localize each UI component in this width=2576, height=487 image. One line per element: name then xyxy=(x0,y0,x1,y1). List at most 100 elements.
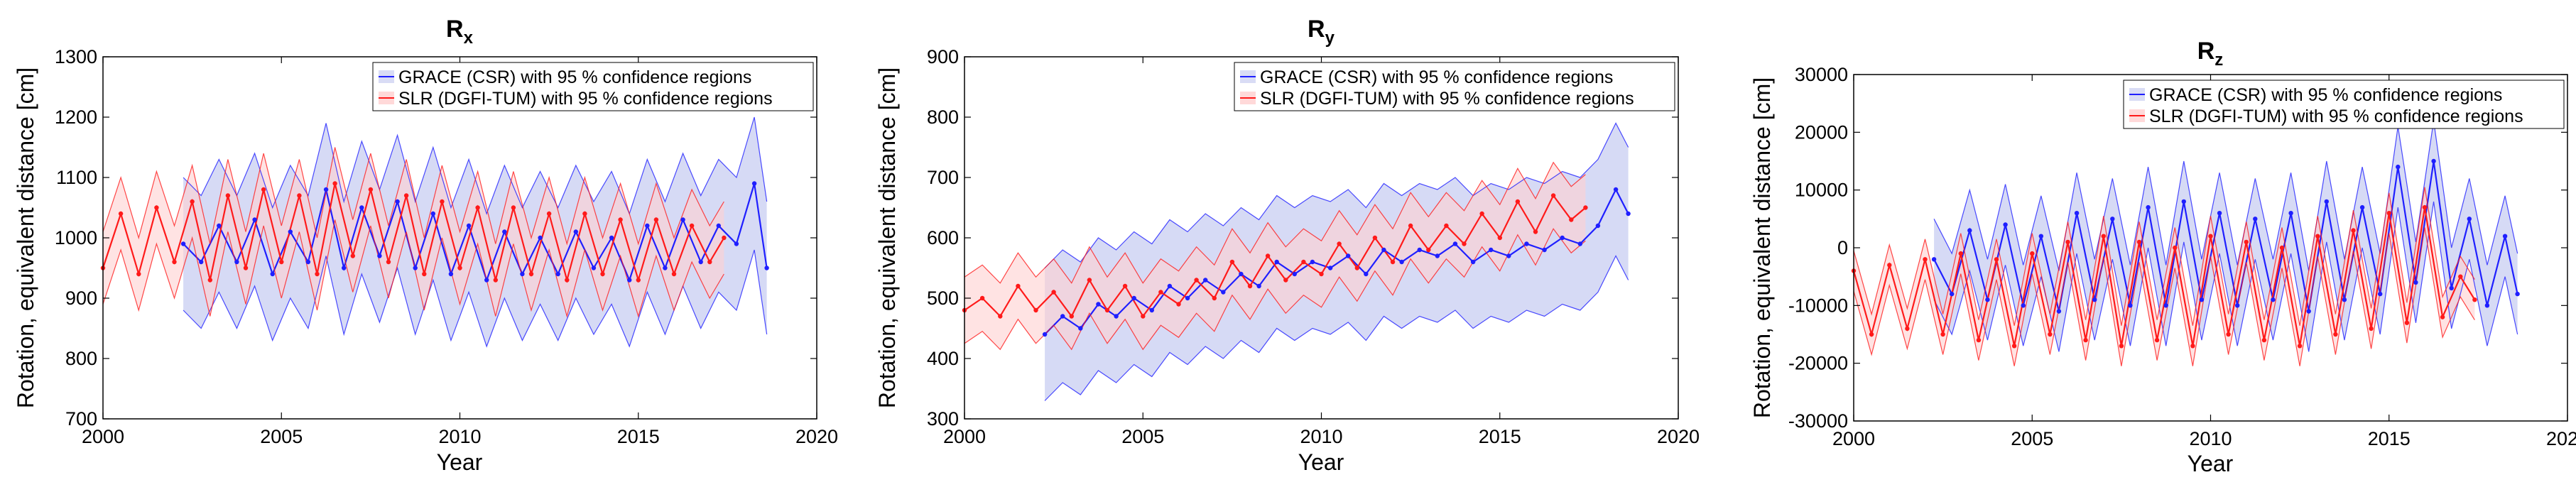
slr-point xyxy=(1390,259,1396,265)
grace-point xyxy=(2342,297,2347,302)
y-axis-label: Rotation, equivalent distance [cm] xyxy=(13,67,38,408)
grace-point xyxy=(502,229,507,234)
grace-point xyxy=(466,223,472,229)
grace-point xyxy=(2306,309,2311,314)
slr-point xyxy=(2422,204,2428,210)
x-tick-label: 2010 xyxy=(2189,428,2232,449)
grace-point xyxy=(591,266,597,270)
grace-point xyxy=(555,271,560,277)
x-axis-ticks: 2000 2005 2010 2015 2020 xyxy=(943,57,1700,447)
slr-point xyxy=(1940,332,1945,337)
grace-point xyxy=(751,181,757,186)
slr-point xyxy=(154,205,159,210)
slr-point xyxy=(118,211,124,217)
grace-upper-bound-line xyxy=(1933,120,2518,271)
x-axis-ticks: 2000 2005 2010 2015 2020 xyxy=(1832,75,2576,449)
slr-point xyxy=(1087,278,1092,283)
slr-point xyxy=(368,187,374,192)
slr-point xyxy=(1122,283,1128,289)
y-tick-label: 400 xyxy=(927,348,959,369)
grace-point xyxy=(1489,247,1494,253)
slr-point xyxy=(722,235,727,241)
y-tick-label: 700 xyxy=(927,167,959,188)
y-tick-label: 300 xyxy=(927,408,959,429)
slr-point xyxy=(1354,266,1359,270)
grace-point xyxy=(1950,291,1955,297)
slr-series-line xyxy=(102,183,725,283)
grace-point xyxy=(2271,297,2276,302)
slr-point xyxy=(1583,205,1588,210)
grace-point xyxy=(609,235,614,241)
slr-point xyxy=(600,271,605,277)
legend-entry-slr: SLR (DGFI-TUM) with 95 % confidence regi… xyxy=(1260,89,1634,109)
x-tick-label: 2015 xyxy=(617,426,660,447)
slr-point xyxy=(1887,263,1892,268)
grace-point xyxy=(1060,314,1065,319)
slr-point xyxy=(511,205,516,210)
grace-point xyxy=(1931,257,1937,262)
grace-point xyxy=(520,271,525,277)
grace-series-line xyxy=(1044,187,1629,335)
slr-point xyxy=(565,278,570,283)
slr-point xyxy=(1408,223,1413,229)
grace-point xyxy=(1985,297,1990,302)
y-tick-label: 20000 xyxy=(1795,121,1848,143)
grace-point xyxy=(2484,303,2490,308)
grace-point xyxy=(1149,307,1154,313)
legend-entry-slr: SLR (DGFI-TUM) with 95 % confidence regi… xyxy=(398,89,773,109)
slr-point xyxy=(1158,290,1163,295)
grace-point xyxy=(305,259,311,265)
legend: GRACE (CSR) with 95 % confidence regions… xyxy=(2123,80,2565,129)
slr-point xyxy=(979,295,985,301)
grace-lower-bound-line xyxy=(1933,201,2518,352)
grace-point xyxy=(2038,234,2043,239)
x-tick-label: 2010 xyxy=(438,426,481,447)
x-tick-label: 2000 xyxy=(1832,428,1875,449)
slr-point xyxy=(1319,271,1324,277)
grace-point xyxy=(1595,223,1601,229)
grace-point xyxy=(538,235,543,241)
grace-point xyxy=(2181,199,2186,204)
grace-point xyxy=(413,266,418,270)
legend: GRACE (CSR) with 95 % confidence regions… xyxy=(1234,62,1675,111)
slr-point xyxy=(2261,337,2267,343)
slr-point xyxy=(2208,234,2213,239)
grace-point xyxy=(2092,297,2097,302)
legend-entry-grace: GRACE (CSR) with 95 % confidence regions xyxy=(2149,85,2502,105)
slr-point xyxy=(1479,211,1484,217)
x-axis-label: Year xyxy=(1298,449,1344,475)
grace-series-line xyxy=(183,183,768,283)
slr-point xyxy=(1533,229,1538,234)
slr-point xyxy=(225,193,231,198)
slr-point xyxy=(1212,295,1217,301)
y-tick-label: 0 xyxy=(1837,237,1848,258)
y-axis-label: Rotation, equivalent distance [cm] xyxy=(874,67,900,408)
grace-point xyxy=(395,199,400,204)
y-axis-ticks: 700 800 900 1000 1100 1200 1300 xyxy=(55,46,817,429)
grace-point xyxy=(680,217,685,222)
slr-point xyxy=(1905,326,1910,332)
slr-point xyxy=(243,266,249,270)
grace-point xyxy=(2378,291,2383,297)
slr-point xyxy=(1051,290,1056,295)
legend-box xyxy=(2123,80,2565,129)
grace-point xyxy=(2502,234,2508,239)
grace-point xyxy=(1452,241,1458,246)
y-tick-label: 10000 xyxy=(1795,180,1848,201)
grace-series-line xyxy=(1933,160,2518,312)
grace-point xyxy=(377,253,382,258)
slr-point xyxy=(2190,344,2195,349)
slr-point xyxy=(440,199,445,204)
slr-point xyxy=(1462,241,1467,246)
grace-point xyxy=(2235,303,2240,308)
x-tick-label: 2020 xyxy=(2546,428,2576,449)
slr-point xyxy=(528,271,534,277)
slr-series-line xyxy=(964,194,1587,318)
grace-point xyxy=(1560,235,1565,241)
chart-title: Rz xyxy=(2197,38,2224,70)
slr-point xyxy=(1141,314,1146,319)
slr-point xyxy=(2101,234,2106,239)
slr-point xyxy=(2119,344,2124,349)
slr-point xyxy=(315,271,320,277)
x-tick-label: 2015 xyxy=(1479,426,1521,447)
